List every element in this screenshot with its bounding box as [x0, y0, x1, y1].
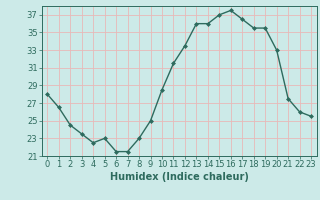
X-axis label: Humidex (Indice chaleur): Humidex (Indice chaleur) — [110, 172, 249, 182]
